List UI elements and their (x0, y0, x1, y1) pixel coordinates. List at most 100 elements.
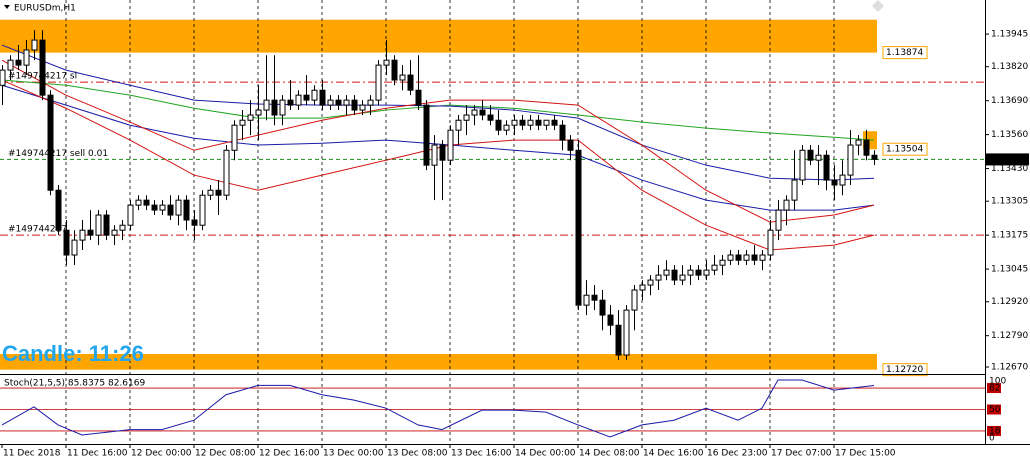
candle-body (519, 119, 526, 126)
zone-label-box (882, 142, 928, 156)
stoch-level-label: 50 (989, 405, 1001, 415)
candle-body (199, 194, 206, 226)
candle-body (751, 254, 758, 261)
candle-body (671, 269, 678, 281)
candle-body (487, 114, 494, 121)
candle-body (15, 59, 22, 66)
overlay: 1.13945 1.13820 1.13690 1.13560 1.13430 1.133… (1, 30, 1029, 459)
zones (0, 19, 877, 370)
candle-body (55, 189, 62, 231)
order-label: #149744217 sell 0.01 (8, 149, 108, 159)
candle-body (807, 149, 814, 161)
candle-body (663, 269, 670, 276)
x-tick-label: 13 Dec 08:00 (387, 449, 448, 459)
candle-body (759, 254, 766, 261)
x-tick-label: 17 Dec 15:00 (835, 449, 896, 459)
candle-body (463, 114, 470, 121)
zone-label: 1.13504 (886, 145, 923, 155)
stoch-level-box (987, 404, 1001, 415)
current-price-label: 1.13465 (989, 155, 1026, 165)
candle-body (31, 39, 38, 51)
zone-label-box (882, 46, 928, 60)
candle-body (279, 99, 286, 116)
x-tick-label: 14 Dec 16:00 (643, 449, 704, 459)
candle-body (7, 59, 14, 71)
candle-body (575, 149, 582, 306)
y-tick-label: 1.12920 (991, 297, 1028, 307)
candle-body (0, 69, 6, 86)
candle-body (863, 139, 870, 156)
candle-body (183, 199, 190, 221)
stoch-level-label: 82 (989, 384, 1000, 394)
candle-body (607, 314, 614, 326)
candle-body (767, 229, 774, 256)
candle-body (551, 119, 558, 126)
candle-body (775, 209, 782, 231)
candle-body (311, 89, 318, 101)
candle-body (223, 149, 230, 196)
candle-body (23, 49, 30, 66)
candle-body (871, 154, 878, 160)
candle-body (695, 269, 702, 276)
candle-timer: Candle: 11:26 (2, 341, 144, 366)
menu-arrow[interactable] (4, 5, 10, 9)
candle-body (447, 129, 454, 161)
candle-body (687, 269, 694, 276)
candle-body (119, 224, 126, 231)
stoch-level-label: 18 (989, 426, 1001, 436)
candle-body (559, 124, 566, 141)
candle-body (479, 109, 486, 116)
candle-body (527, 119, 534, 126)
candle-body (591, 294, 598, 301)
candle-body (631, 289, 638, 311)
candle-body (79, 229, 86, 241)
candle-body (407, 74, 414, 91)
candle-body (295, 94, 302, 106)
moving-average (1, 44, 875, 181)
candle-body (135, 199, 142, 206)
y-tick-label: 1.13045 (991, 265, 1028, 275)
y-tick-label: 1.13820 (991, 62, 1028, 72)
candle-body (815, 154, 822, 161)
y-tick-label: 1.13430 (991, 164, 1028, 174)
y-tick-label: 1.12670 (991, 363, 1028, 373)
y-tick-label: 1.13305 (991, 197, 1028, 207)
candle-body (455, 119, 462, 131)
candle-body (343, 99, 350, 106)
x-tick-label: 13 Dec 00:00 (323, 449, 384, 459)
candle-body (535, 119, 542, 126)
x-tick-label: 11 Dec 2018 (3, 449, 61, 459)
candle-body (351, 99, 358, 111)
candle-body (151, 204, 158, 211)
y-tick-label: 1.13690 (991, 96, 1028, 106)
y-tick-label: 1.12790 (991, 331, 1028, 341)
candle-body (679, 274, 686, 281)
candle-body (503, 124, 510, 131)
candle-body (719, 259, 726, 266)
candle-body (303, 94, 310, 101)
x-tick-label: 12 Dec 08:00 (195, 449, 256, 459)
zone-label: 1.12720 (886, 365, 923, 375)
candle-body (583, 294, 590, 306)
moving-average (1, 59, 875, 223)
zone (0, 353, 877, 370)
candle-body (103, 214, 110, 236)
order-label: #149744217 sl (8, 72, 77, 82)
x-tick-label: 14 Dec 00:00 (515, 449, 576, 459)
candle-body (543, 119, 550, 126)
y-tick-label: 1.13175 (991, 231, 1028, 241)
candle-body (471, 109, 478, 116)
candle-body (63, 229, 70, 256)
stoch-y-tick-label: 100 (989, 377, 1006, 387)
x-tick-label: 11 Dec 16:00 (67, 449, 128, 459)
scroll-marker[interactable] (872, 0, 884, 12)
candle-body (167, 204, 174, 216)
candle-body (319, 89, 326, 106)
candle-body (367, 99, 374, 106)
candle-body (599, 299, 606, 316)
candle-body (399, 74, 406, 81)
candle-body (839, 174, 846, 186)
candle-body (159, 204, 166, 211)
